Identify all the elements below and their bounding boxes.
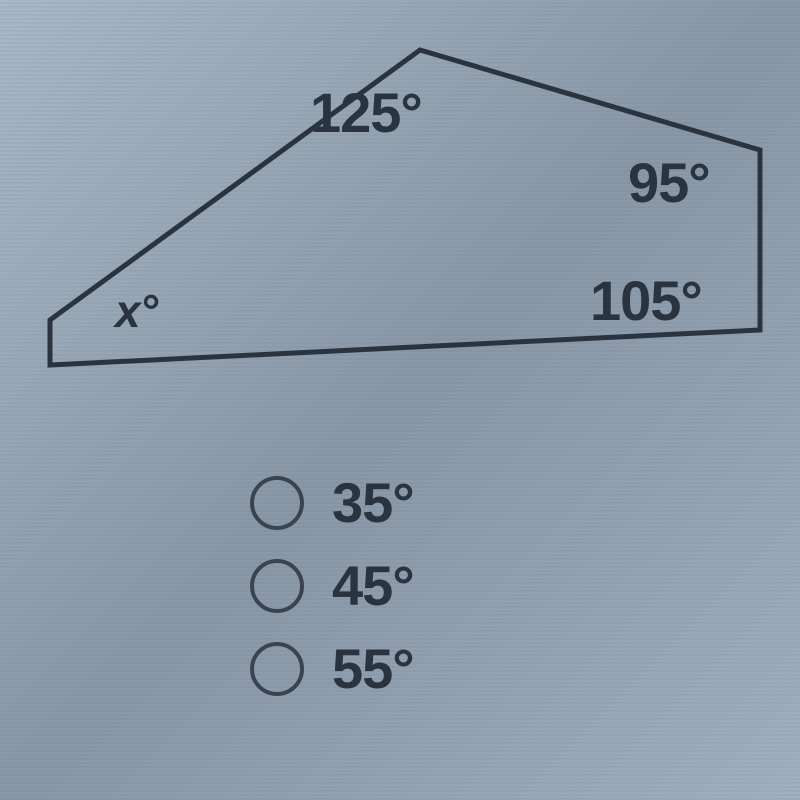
option-55[interactable]: 55° (250, 636, 414, 701)
option-label: 45° (332, 553, 414, 618)
angle-label-125: 125° (310, 80, 422, 145)
option-label: 55° (332, 636, 414, 701)
quadrilateral-diagram: x° 125° 95° 105° (20, 20, 780, 400)
radio-icon (250, 642, 304, 696)
option-35[interactable]: 35° (250, 470, 414, 535)
radio-icon (250, 476, 304, 530)
option-label: 35° (332, 470, 414, 535)
answer-options: 35° 45° 55° (250, 470, 414, 719)
radio-icon (250, 559, 304, 613)
angle-label-105: 105° (590, 268, 702, 333)
angle-label-x: x° (115, 284, 157, 338)
option-45[interactable]: 45° (250, 553, 414, 618)
angle-label-95: 95° (628, 150, 710, 215)
